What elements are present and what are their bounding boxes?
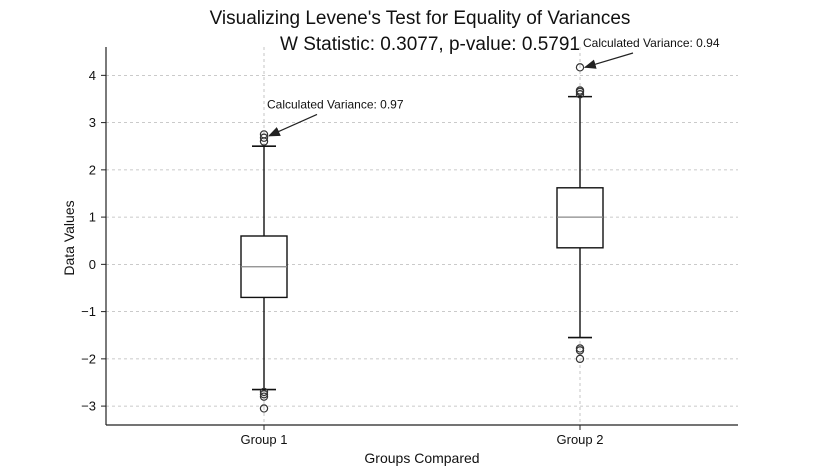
outlier-point <box>259 387 269 397</box>
chart-subtitle: W Statistic: 0.3077, p-value: 0.5791 <box>280 34 580 55</box>
y-axis-label: Data Values <box>61 200 77 275</box>
iqr-box <box>556 187 604 249</box>
outlier-point <box>575 90 585 99</box>
outlier-point <box>259 130 269 139</box>
outlier-point <box>575 63 585 72</box>
y-tick-label: −1 <box>81 304 96 319</box>
y-tick-label: 4 <box>89 68 96 83</box>
outlier-point <box>575 346 585 355</box>
x-axis-label: Groups Compared <box>364 450 479 466</box>
y-tick-label: 3 <box>89 115 96 130</box>
outlier-point <box>259 392 269 401</box>
outlier-point <box>259 404 269 413</box>
outlier-point <box>259 133 269 142</box>
x-tick-label: Group 2 <box>557 432 604 447</box>
box-group-2 <box>556 63 604 364</box>
y-tick-label: 2 <box>89 162 96 177</box>
annotation-layer: Calculated Variance: 0.97 Calculated Vari… <box>267 36 720 137</box>
outlier-point <box>259 390 269 399</box>
y-tick-label: 0 <box>89 257 96 272</box>
grid-layer <box>106 47 738 425</box>
x-tick-label: Group 1 <box>241 432 288 447</box>
variance-annotation: Calculated Variance: 0.94 <box>583 36 720 50</box>
outlier-point <box>575 354 585 364</box>
boxes-layer <box>240 63 604 413</box>
y-tick-label: 1 <box>89 210 96 225</box>
y-tick-label: −3 <box>81 399 96 414</box>
annotation-arrow <box>583 52 634 69</box>
outlier-point <box>575 86 585 95</box>
box-group-1 <box>240 130 288 413</box>
variance-annotation: Calculated Variance: 0.97 <box>267 97 404 111</box>
axes-layer: −3 −2 −1 0 1 2 3 4 Group 1 Group 2 <box>81 47 738 447</box>
chart-title: Visualizing Levene's Test for Equality o… <box>210 8 631 29</box>
annotation-arrow <box>267 113 318 137</box>
y-tick-label: −2 <box>81 351 96 366</box>
